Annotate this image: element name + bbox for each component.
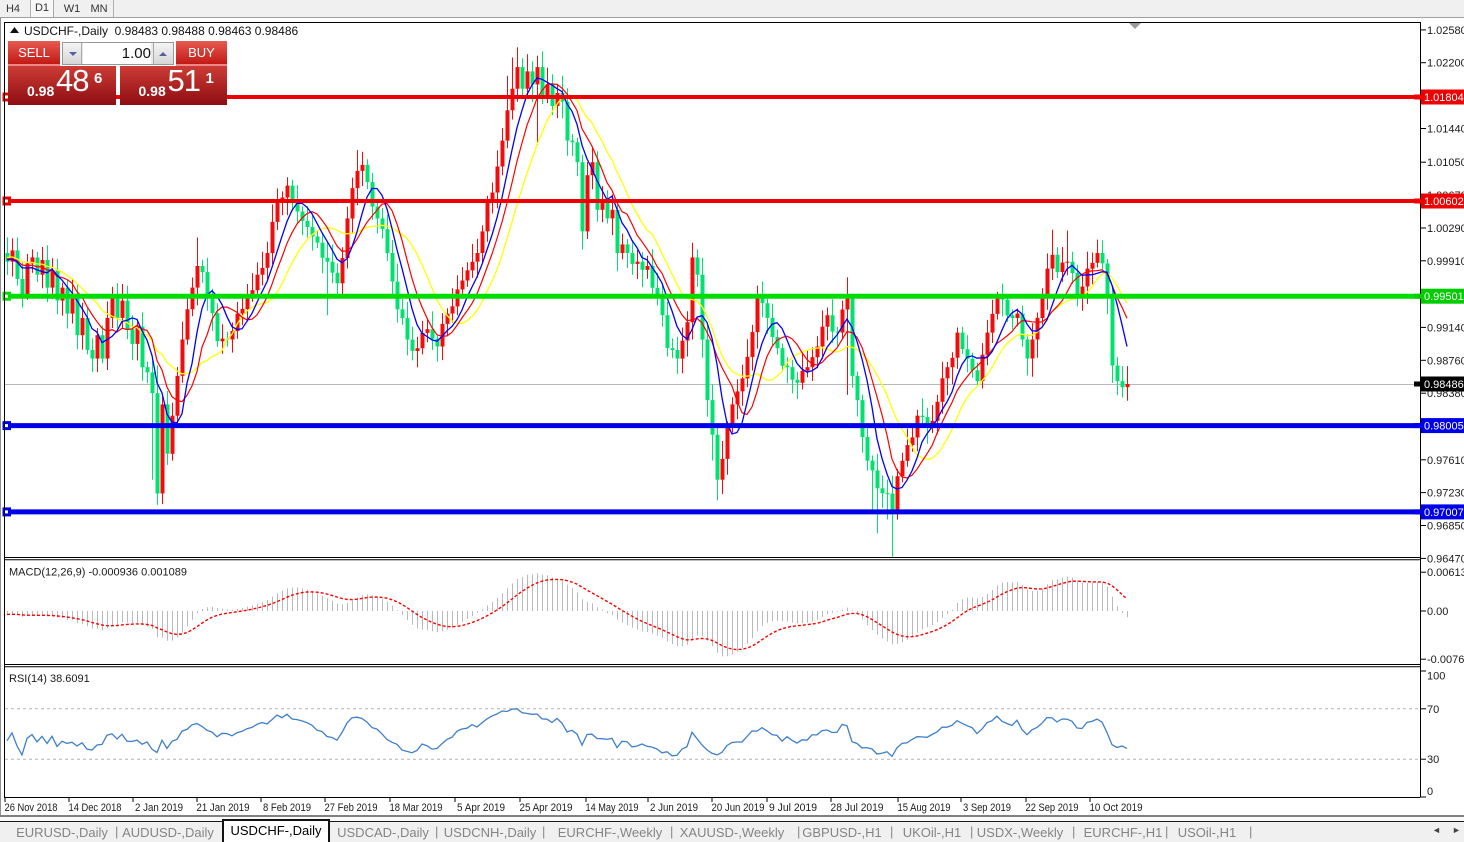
- svg-text:15 Aug 2019: 15 Aug 2019: [898, 802, 951, 814]
- svg-text:1.02580: 1.02580: [1427, 25, 1464, 37]
- svg-text:5 Apr 2019: 5 Apr 2019: [457, 802, 505, 814]
- svg-text:0.97230: 0.97230: [1427, 488, 1464, 500]
- svg-text:9 Jul 2019: 9 Jul 2019: [769, 802, 817, 814]
- svg-text:1.00602: 1.00602: [1424, 196, 1464, 208]
- svg-text:0.97007: 0.97007: [1424, 507, 1464, 519]
- svg-text:2 Jun 2019: 2 Jun 2019: [650, 802, 698, 814]
- svg-text:0.99140: 0.99140: [1427, 322, 1464, 334]
- svg-text:0.00613: 0.00613: [1427, 567, 1464, 579]
- svg-text:20 Jun 2019: 20 Jun 2019: [712, 802, 765, 814]
- svg-text:0.96470: 0.96470: [1427, 553, 1464, 565]
- svg-text:0.99910: 0.99910: [1427, 256, 1464, 268]
- svg-text:26 Nov 2018: 26 Nov 2018: [5, 802, 58, 814]
- svg-text:25 Apr 2019: 25 Apr 2019: [520, 802, 573, 814]
- svg-text:3 Sep 2019: 3 Sep 2019: [963, 802, 1011, 814]
- svg-text:14 May 2019: 14 May 2019: [586, 802, 639, 814]
- svg-text:USDCHF-,Daily 0.98483 0.98488: USDCHF-,Daily 0.98483 0.98488 0.98463 0.…: [24, 24, 299, 38]
- svg-text:27 Feb 2019: 27 Feb 2019: [325, 802, 378, 814]
- svg-text:18 Mar 2019: 18 Mar 2019: [390, 802, 443, 814]
- svg-text:RSI(14) 38.6091: RSI(14) 38.6091: [9, 673, 90, 685]
- svg-text:-0.007612: -0.007612: [1427, 654, 1464, 666]
- svg-text:0: 0: [1427, 786, 1433, 798]
- svg-text:0.00: 0.00: [1427, 606, 1448, 618]
- svg-text:30: 30: [1427, 754, 1439, 766]
- svg-text:21 Jan 2019: 21 Jan 2019: [197, 802, 250, 814]
- svg-text:0.98486: 0.98486: [1424, 379, 1464, 391]
- svg-text:0.97610: 0.97610: [1427, 455, 1464, 467]
- svg-text:1.01050: 1.01050: [1427, 157, 1464, 169]
- svg-text:MACD(12,26,9) -0.000936 0.0010: MACD(12,26,9) -0.000936 0.001089: [9, 567, 187, 579]
- svg-text:0.98005: 0.98005: [1424, 421, 1464, 433]
- svg-text:0.99501: 0.99501: [1424, 291, 1464, 303]
- svg-text:1.02200: 1.02200: [1427, 58, 1464, 70]
- svg-text:70: 70: [1427, 704, 1439, 716]
- svg-text:0.96850: 0.96850: [1427, 521, 1464, 533]
- svg-text:100: 100: [1427, 671, 1445, 683]
- svg-text:22 Sep 2019: 22 Sep 2019: [1026, 802, 1079, 814]
- svg-text:14 Dec 2018: 14 Dec 2018: [69, 802, 122, 814]
- svg-text:2 Jan 2019: 2 Jan 2019: [135, 802, 183, 814]
- svg-text:1.00290: 1.00290: [1427, 223, 1464, 235]
- svg-text:28 Jul 2019: 28 Jul 2019: [831, 802, 884, 814]
- svg-text:8 Feb 2019: 8 Feb 2019: [263, 802, 311, 814]
- svg-text:1.01804: 1.01804: [1424, 92, 1464, 104]
- svg-text:10 Oct 2019: 10 Oct 2019: [1090, 802, 1143, 814]
- svg-text:1.01440: 1.01440: [1427, 124, 1464, 136]
- svg-text:0.98760: 0.98760: [1427, 355, 1464, 367]
